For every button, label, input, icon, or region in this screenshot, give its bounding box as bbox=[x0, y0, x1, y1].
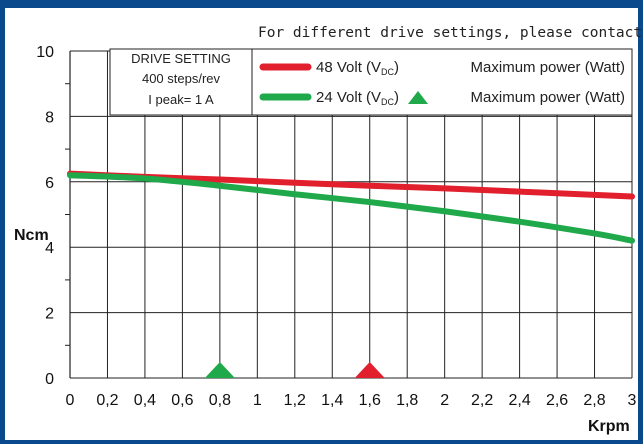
y-tick-label: 4 bbox=[45, 240, 54, 257]
max-power-marker-48v bbox=[354, 362, 385, 378]
x-tick-label: 0,4 bbox=[134, 392, 156, 409]
x-tick-label: 2 bbox=[440, 392, 449, 409]
x-tick-label: 0,8 bbox=[209, 392, 231, 409]
x-tick-label: 0,6 bbox=[171, 392, 193, 409]
y-tick-label: 10 bbox=[36, 44, 54, 61]
y-axis-label: Ncm bbox=[14, 227, 49, 244]
max-power-marker-24v bbox=[204, 362, 235, 378]
header-note: For different drive settings, please con… bbox=[258, 25, 643, 41]
drive-setting-box: DRIVE SETTING 400 steps/rev I peak= 1 A bbox=[109, 48, 253, 116]
y-tick-label: 0 bbox=[45, 371, 54, 388]
frame-bottom-bar bbox=[0, 440, 643, 444]
x-tick-label: 2,6 bbox=[546, 392, 568, 409]
x-tick-label: 2,2 bbox=[471, 392, 493, 409]
x-tick-label: 1,8 bbox=[396, 392, 418, 409]
frame-left-bar bbox=[0, 0, 5, 444]
x-tick-label: 1,4 bbox=[321, 392, 343, 409]
x-tick-label: 1,6 bbox=[359, 392, 381, 409]
frame-right-bar bbox=[638, 0, 643, 444]
legend-triangle-icon bbox=[408, 91, 428, 104]
series-lines bbox=[67, 170, 635, 244]
x-tick-label: 1 bbox=[253, 392, 262, 409]
x-tick-label: 1,2 bbox=[284, 392, 306, 409]
legend-item-48v: 48 Volt (VDC) Maximum power (Watt) bbox=[259, 59, 625, 77]
legend: 48 Volt (VDC) Maximum power (Watt) 24 Vo… bbox=[251, 48, 633, 116]
legend-power-label-48v: Maximum power (Watt) bbox=[471, 59, 625, 76]
drive-setting-peak: I peak= 1 A bbox=[148, 92, 214, 107]
x-tick-label: 2,4 bbox=[508, 392, 530, 409]
legend-item-24v: 24 Volt (VDC) Maximum power (Watt) bbox=[259, 89, 625, 107]
legend-power-label-24v: Maximum power (Watt) bbox=[471, 89, 625, 106]
x-tick-label: 3 bbox=[628, 392, 637, 409]
y-tick-label: 8 bbox=[45, 109, 54, 126]
x-tick-label: 0,2 bbox=[96, 392, 118, 409]
legend-label-24v: 24 Volt (VDC) bbox=[316, 89, 399, 107]
y-tick-label: 6 bbox=[45, 175, 54, 192]
x-tick-label: 0 bbox=[66, 392, 75, 409]
x-tick-label: 2,8 bbox=[583, 392, 605, 409]
drive-setting-steps: 400 steps/rev bbox=[142, 71, 221, 86]
series-line-24v bbox=[67, 172, 635, 244]
x-axis-label: Krpm bbox=[588, 418, 630, 435]
drive-setting-title: DRIVE SETTING bbox=[131, 51, 231, 66]
tick-labels: 0 0,2 0,4 0,6 0,8 1 1,2 1,4 1,6 1,8 2 2,2 2,4 2,6 2,8 3… bbox=[36, 44, 636, 409]
legend-label-48v: 48 Volt (VDC) bbox=[316, 59, 399, 77]
frame-top-bar bbox=[0, 0, 643, 8]
y-tick-label: 2 bbox=[45, 306, 54, 323]
max-power-markers bbox=[204, 362, 385, 378]
